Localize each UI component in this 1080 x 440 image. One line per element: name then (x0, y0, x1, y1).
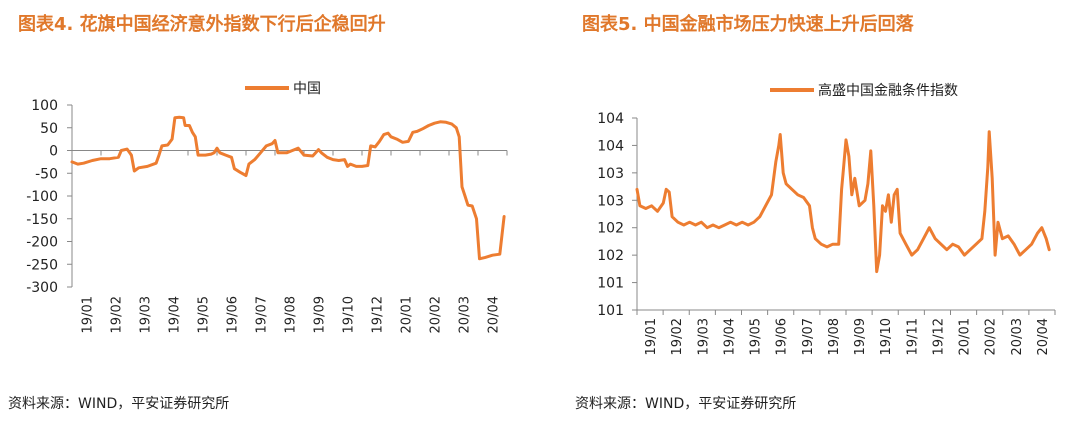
x-tick-label: 20/02 (984, 318, 999, 355)
y-tick-label: 101 (597, 303, 624, 319)
y-tick-label: 103 (597, 166, 624, 182)
y-tick-label: -50 (35, 166, 58, 182)
y-tick-label: -200 (26, 235, 58, 251)
x-tick-label: 19/02 (670, 318, 685, 355)
legend-label: 高盛中国金融条件指数 (818, 82, 958, 99)
y-tick-label: 102 (597, 248, 624, 264)
x-tick-label: 19/05 (197, 296, 212, 333)
x-tick-label: 19/07 (255, 296, 270, 333)
x-tick-label: 19/09 (853, 318, 868, 355)
y-tick-label: -150 (26, 212, 58, 228)
x-tick-label: 20/01 (958, 318, 973, 355)
x-tick-label: 19/04 (168, 296, 183, 333)
series-line-1 (70, 115, 506, 261)
x-tick-label: 20/02 (429, 296, 444, 333)
chart1-title: 图表4. 花旗中国经济意外指数下行后企稳回升 (18, 14, 386, 35)
x-tick-label: 19/08 (284, 296, 299, 333)
y-tick-label: 100 (31, 98, 58, 114)
x-tick-label: 20/03 (1010, 318, 1025, 355)
chart1: 100 50 0 -50 -100 -150 -200 -250 -300 19/01 19/02 1… (26, 81, 508, 333)
chart2-title: 图表5. 中国金融市场压力快速上升后回落 (582, 14, 914, 35)
y-tick-label: 103 (597, 193, 624, 209)
x-tick-label: 19/01 (81, 296, 96, 333)
x-tick-label: 19/06 (775, 318, 790, 355)
x-tick-label: 19/12 (931, 318, 946, 355)
y-tick-label: -300 (26, 280, 58, 296)
x-tick-label: 19/04 (722, 318, 737, 355)
x-tick-label: 19/03 (696, 318, 711, 355)
chart2: 104 104 103 103 102 102 101 101 19/01 19/02 19/03 1… (597, 82, 1056, 355)
x-tick-label: 19/09 (313, 296, 328, 333)
x-tick-label: 19/01 (644, 318, 659, 355)
x-tick-label: 19/10 (342, 296, 357, 333)
chart1-source: 资料来源：WIND，平安证券研究所 (8, 396, 230, 412)
x-tick-label: 20/01 (400, 296, 415, 333)
x-tick-label: 19/08 (827, 318, 842, 355)
x-tick-label: 19/06 (226, 296, 241, 333)
x-tick-label: 19/03 (139, 296, 154, 333)
x-tick-label: 20/04 (1036, 318, 1051, 355)
x-tick-label: 19/12 (371, 296, 386, 333)
x-tick-label: 19/05 (749, 318, 764, 355)
y-tick-label: 101 (597, 276, 624, 292)
chart2-source: 资料来源：WIND，平安证券研究所 (575, 396, 797, 412)
y-tick-label: 104 (597, 138, 624, 154)
y-tick-label: -250 (26, 257, 58, 273)
x-tick-label: 19/02 (110, 296, 125, 333)
y-tick-label: 102 (597, 221, 624, 237)
x-tick-label: 19/11 (905, 318, 920, 355)
x-tick-label: 19/10 (879, 318, 894, 355)
x-tick-label: 19/07 (801, 318, 816, 355)
x-tick-label: 20/03 (458, 296, 473, 333)
y-tick-label: 0 (49, 144, 58, 160)
x-tick-label: 20/04 (487, 296, 502, 333)
series-line-1 (635, 130, 1051, 274)
y-tick-label: -100 (26, 189, 58, 205)
y-tick-label: 104 (597, 111, 624, 127)
y-tick-label: 50 (40, 121, 58, 137)
legend-label: 中国 (293, 81, 321, 97)
